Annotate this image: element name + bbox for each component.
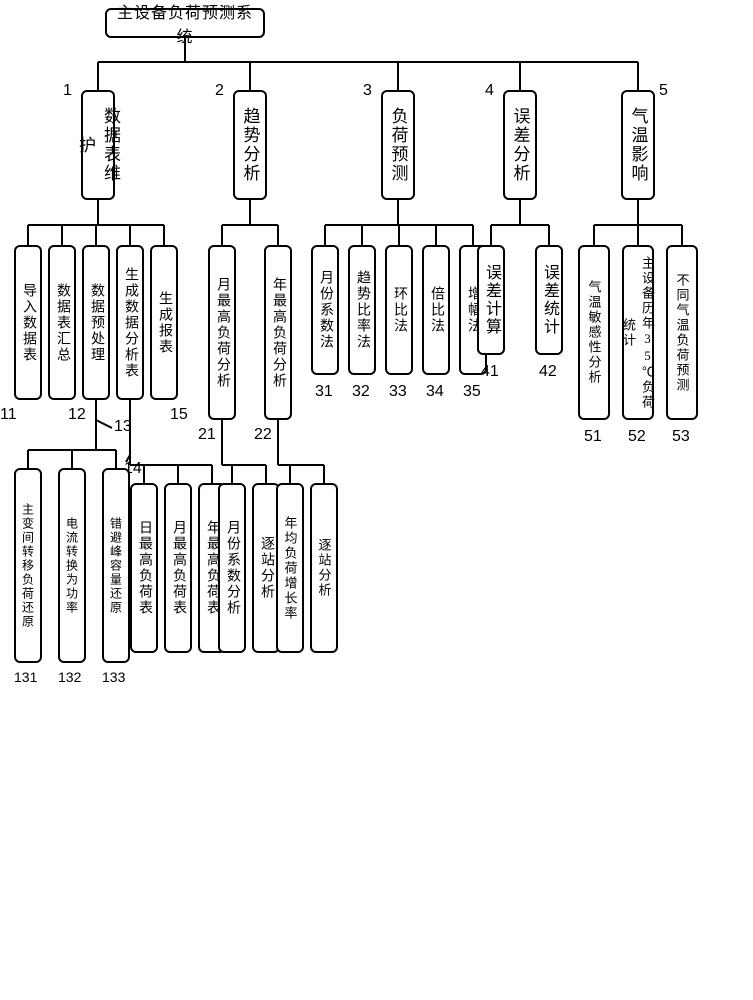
trend-1: 年最高负荷分析 [264, 245, 292, 420]
pred-3: 倍比法 [422, 245, 450, 375]
num-11: 11 [0, 406, 17, 424]
l1-2: 负荷预测 [381, 90, 415, 200]
n21-0: 月份系数分析 [218, 483, 246, 653]
num-4: 4 [485, 82, 494, 100]
l1-1: 趋势分析 [233, 90, 267, 200]
num-35: 35 [463, 383, 481, 401]
num-53: 53 [672, 428, 690, 446]
err-1: 误差统计 [535, 245, 563, 355]
num-132: 132 [58, 669, 81, 685]
data-1: 数据表汇总 [48, 245, 76, 400]
data-2: 数据预处理 [82, 245, 110, 400]
num-33: 33 [389, 383, 407, 401]
num-34: 34 [426, 383, 444, 401]
num-52: 52 [628, 428, 646, 446]
num-1: 1 [63, 82, 72, 100]
pred-0: 月份系数法 [311, 245, 339, 375]
pred-2: 环比法 [385, 245, 413, 375]
n14-0: 日最高负荷表 [130, 483, 158, 653]
trend-0: 月最高负荷分析 [208, 245, 236, 420]
num-15: 15 [170, 406, 188, 424]
pred-1: 趋势比率法 [348, 245, 376, 375]
n13-2: 错避峰容量还原 [102, 468, 130, 663]
num-22: 22 [254, 426, 272, 444]
temp-2: 不同气温负荷预测 [666, 245, 698, 420]
num-41: 41 [481, 363, 499, 381]
l1-4: 气温影响 [621, 90, 655, 200]
n13-1: 电流转换为功率 [58, 468, 86, 663]
num-21: 21 [198, 426, 216, 444]
n22-0: 年均负荷增长率 [276, 483, 304, 653]
data-0: 导入数据表 [14, 245, 42, 400]
n14-1: 月最高负荷表 [164, 483, 192, 653]
data-3: 生成数据分析表 [116, 245, 144, 400]
n13-0: 主变间转移负荷还原 [14, 468, 42, 663]
num-3: 3 [363, 82, 372, 100]
temp-1: 主设备历年35℃负荷统计 [622, 245, 654, 420]
num-42: 42 [539, 363, 557, 381]
num-2: 2 [215, 82, 224, 100]
l1-3: 误差分析 [503, 90, 537, 200]
num-131: 131 [14, 669, 37, 685]
err-0: 误差计算 [477, 245, 505, 355]
num-31: 31 [315, 383, 333, 401]
l1-0: 数据表维护 [81, 90, 115, 200]
num-12: 12 [68, 406, 86, 424]
num-51: 51 [584, 428, 602, 446]
n22-1: 逐站分析 [310, 483, 338, 653]
num-133: 133 [102, 669, 125, 685]
num-5: 5 [659, 82, 668, 100]
root: 主设备负荷预测系统 [105, 8, 265, 38]
data-4: 生成报表 [150, 245, 178, 400]
num-32: 32 [352, 383, 370, 401]
num-13: 13 [114, 418, 132, 436]
temp-0: 气温敏感性分析 [578, 245, 610, 420]
